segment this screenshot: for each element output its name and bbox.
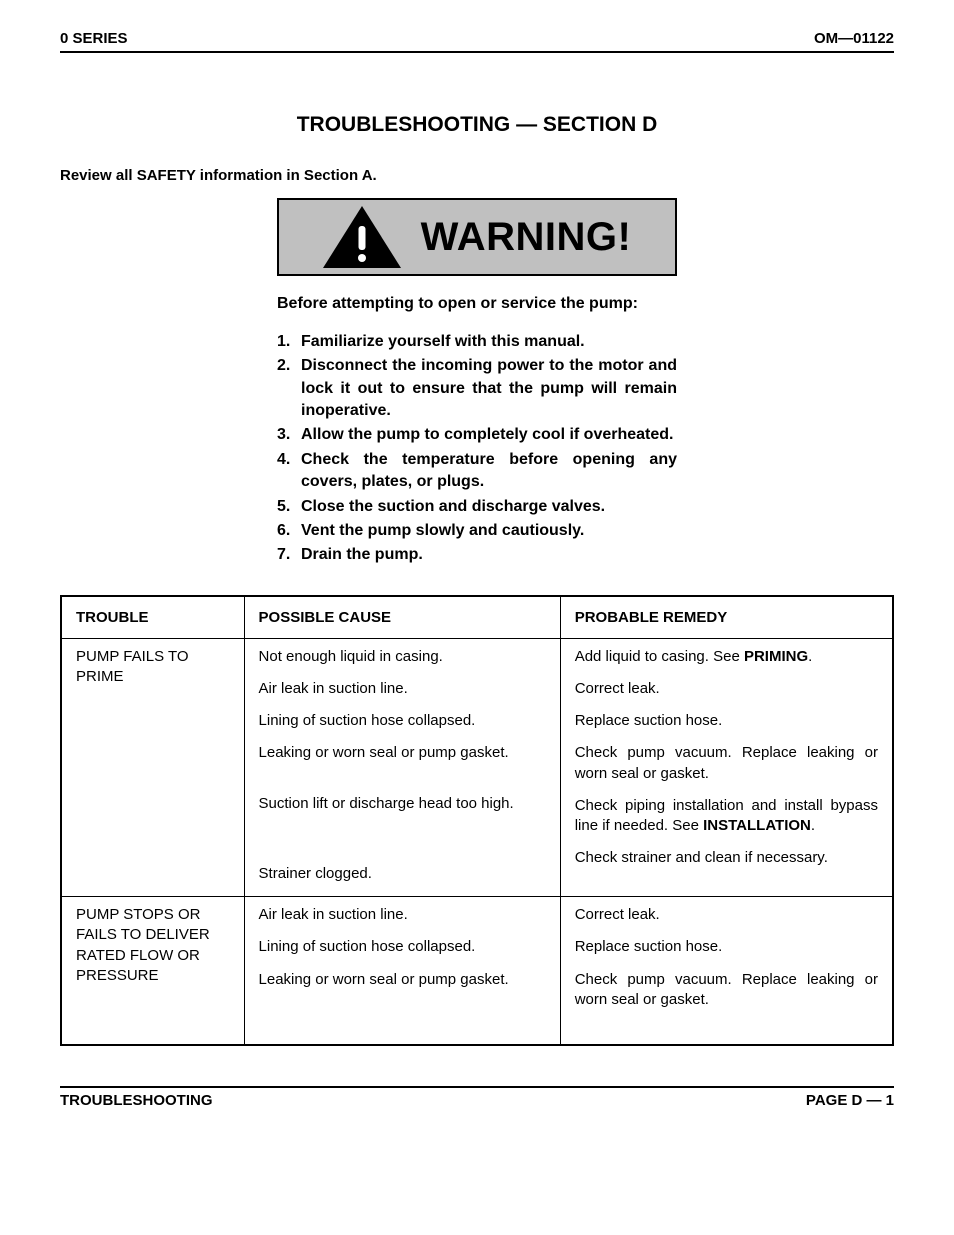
- trouble-cell: PUMP FAILS TO PRIME: [61, 638, 244, 897]
- page: 0 SERIES OM—01122 TROUBLESHOOTING — SECT…: [0, 0, 954, 1129]
- remedy-item: Check strainer and clean if necessary.: [575, 848, 878, 868]
- remedy-item: Correct leak.: [575, 679, 878, 699]
- warning-item: Familiarize yourself with this manual.: [277, 331, 677, 353]
- table-row: PUMP FAILS TO PRIME Not enough liquid in…: [61, 638, 893, 897]
- header-right: OM—01122: [814, 30, 894, 47]
- warning-intro: Before attempting to open or service the…: [277, 292, 677, 317]
- footer-right: PAGE D — 1: [806, 1092, 894, 1109]
- cause-item: Not enough liquid in casing.: [259, 647, 546, 667]
- section-title: TROUBLESHOOTING — SECTION D: [60, 113, 894, 137]
- remedy-cell: Correct leak. Replace suction hose. Chec…: [560, 897, 893, 1046]
- troubleshooting-table: TROUBLE POSSIBLE CAUSE PROBABLE REMEDY P…: [60, 595, 894, 1047]
- warning-item: Allow the pump to completely cool if ove…: [277, 424, 677, 446]
- warning-triangle-icon: [323, 206, 401, 268]
- cause-cell: Not enough liquid in casing. Air leak in…: [244, 638, 560, 897]
- table-header-row: TROUBLE POSSIBLE CAUSE PROBABLE REMEDY: [61, 596, 893, 639]
- page-header: 0 SERIES OM—01122: [60, 30, 894, 53]
- warning-item: Check the temperature before opening any…: [277, 449, 677, 494]
- cause-item: Lining of suction hose collapsed.: [259, 937, 546, 957]
- footer-left: TROUBLESHOOTING: [60, 1092, 213, 1109]
- th-cause: POSSIBLE CAUSE: [244, 596, 560, 639]
- warning-item: Drain the pump.: [277, 544, 677, 566]
- warning-item: Vent the pump slowly and cautiously.: [277, 520, 677, 542]
- warning-banner: WARNING!: [277, 198, 677, 276]
- th-remedy: PROBABLE REMEDY: [560, 596, 893, 639]
- warning-list: Familiarize yourself with this manual. D…: [277, 331, 677, 567]
- warning-box: WARNING!: [277, 198, 677, 276]
- remedy-cell: Add liquid to casing. See PRIMING. Corre…: [560, 638, 893, 897]
- cause-item: Air leak in suction line.: [259, 905, 546, 925]
- remedy-item: Replace suction hose.: [575, 711, 878, 731]
- remedy-item: Add liquid to casing. See PRIMING.: [575, 647, 878, 667]
- remedy-item: Replace suction hose.: [575, 937, 878, 957]
- warning-item: Close the suction and discharge valves.: [277, 496, 677, 518]
- th-trouble: TROUBLE: [61, 596, 244, 639]
- cause-item: Leaking or worn seal or pump gasket.: [259, 970, 546, 990]
- page-footer: TROUBLESHOOTING PAGE D — 1: [60, 1086, 894, 1109]
- remedy-item: Check pump vacuum. Replace leaking or wo…: [575, 970, 878, 1011]
- cause-item: Lining of suction hose collapsed.: [259, 711, 546, 731]
- cause-item: Suction lift or discharge head too high.: [259, 794, 546, 814]
- cause-item: Air leak in suction line.: [259, 679, 546, 699]
- remedy-item: Correct leak.: [575, 905, 878, 925]
- cause-item: Strainer clogged.: [259, 864, 546, 884]
- remedy-item: Check pump vacuum. Replace leaking or wo…: [575, 743, 878, 784]
- trouble-cell: PUMP STOPS OR FAILS TO DELIVER RATED FLO…: [61, 897, 244, 1046]
- table-row: PUMP STOPS OR FAILS TO DELIVER RATED FLO…: [61, 897, 893, 1046]
- warning-item: Disconnect the incoming power to the mot…: [277, 355, 677, 422]
- warning-body: Before attempting to open or service the…: [277, 292, 677, 567]
- remedy-item: Check piping installation and install by…: [575, 796, 878, 837]
- warning-label: WARNING!: [421, 215, 632, 260]
- cause-item: Leaking or worn seal or pump gasket.: [259, 743, 546, 763]
- header-left: 0 SERIES: [60, 30, 128, 47]
- review-safety-line: Review all SAFETY information in Section…: [60, 167, 894, 184]
- cause-cell: Air leak in suction line. Lining of suct…: [244, 897, 560, 1046]
